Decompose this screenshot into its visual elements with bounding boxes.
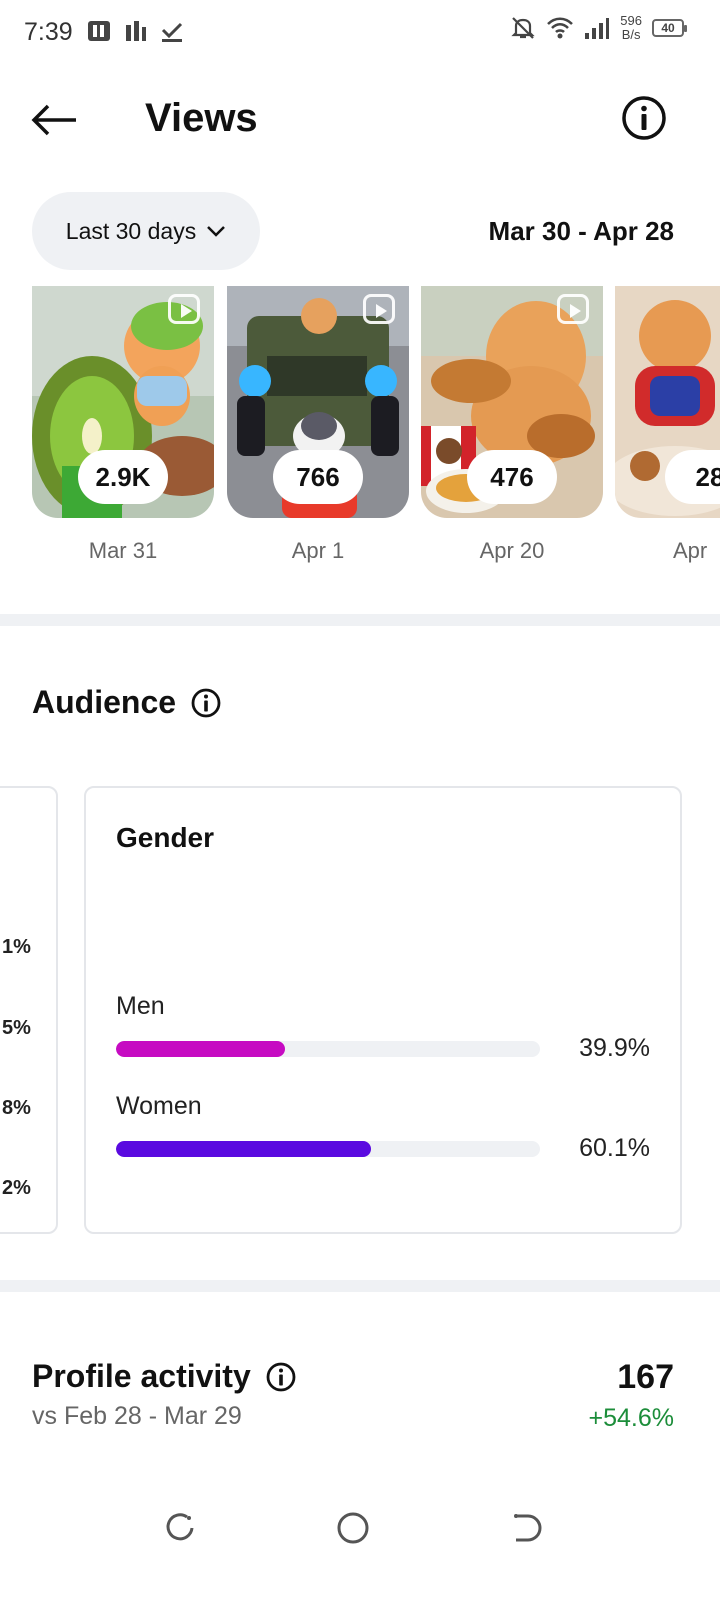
gender-bar-track-women bbox=[116, 1141, 540, 1157]
home-button[interactable] bbox=[329, 1504, 377, 1552]
system-navigation-bar bbox=[0, 1490, 720, 1570]
gender-bar-fill-women bbox=[116, 1141, 371, 1157]
reel-date: Apr 1 bbox=[291, 538, 345, 563]
age-percentage: 8% bbox=[2, 1097, 31, 1119]
reel-view-count: 766 bbox=[273, 450, 363, 504]
status-bar: 7:39 596 B/s 40 bbox=[0, 0, 720, 64]
reel-view-count: 2.9K bbox=[78, 450, 168, 504]
recents-icon bbox=[166, 1513, 194, 1541]
gender-title: Gender bbox=[116, 822, 215, 853]
age-percentage: 5% bbox=[2, 1017, 31, 1039]
age-percentage: 2% bbox=[2, 1177, 31, 1199]
reel-play-icon bbox=[168, 294, 200, 324]
reel-thumbnail[interactable]: 766 bbox=[227, 286, 409, 518]
reel-thumbnail[interactable]: 476 bbox=[421, 286, 603, 518]
reel-play-icon bbox=[363, 294, 395, 324]
back-gesture-icon bbox=[514, 1514, 542, 1542]
battery-level: 40 bbox=[661, 21, 675, 35]
date-range-text: Mar 30 - Apr 28 bbox=[488, 216, 674, 246]
home-icon bbox=[337, 1512, 369, 1544]
wifi-icon bbox=[547, 17, 574, 39]
info-icon[interactable] bbox=[190, 687, 222, 719]
back-arrow-icon bbox=[31, 104, 76, 136]
profile-activity-title: Profile activity bbox=[32, 1358, 251, 1394]
status-right-icons: 596 B/s 40 bbox=[510, 14, 687, 42]
header: Views bbox=[0, 80, 720, 160]
profile-activity-comparison: vs Feb 28 - Mar 29 bbox=[32, 1402, 242, 1430]
back-nav-button[interactable] bbox=[502, 1504, 550, 1552]
info-icon[interactable] bbox=[265, 1361, 297, 1393]
battery-icon: 40 bbox=[652, 19, 687, 37]
audience-title: Audience bbox=[32, 684, 177, 720]
gender-percent-men: 39.9% bbox=[579, 1034, 650, 1062]
gender-label-women: Women bbox=[116, 1092, 202, 1120]
reel-play-icon bbox=[557, 294, 589, 324]
recents-button[interactable] bbox=[156, 1504, 204, 1552]
gender-bar-fill-men bbox=[116, 1041, 286, 1057]
status-time: 7:39 bbox=[24, 18, 73, 46]
reel-date: Mar 31 bbox=[88, 538, 158, 563]
reel-date: Apr 20 bbox=[479, 538, 545, 563]
status-left-icons bbox=[86, 18, 184, 44]
reels-carousel[interactable]: 2.9K Mar 31 766 Apr 1 bbox=[0, 286, 720, 586]
gender-percent-women: 60.1% bbox=[579, 1134, 650, 1162]
section-divider bbox=[0, 614, 720, 626]
age-percentage: 1% bbox=[2, 936, 31, 958]
info-button[interactable] bbox=[620, 94, 668, 142]
network-speed: 596 B/s bbox=[620, 14, 642, 42]
age-card[interactable]: 1% 5% 8% 2% bbox=[0, 786, 58, 1234]
profile-activity-change: +54.6% bbox=[588, 1404, 675, 1432]
reel-item[interactable]: 476 Apr 20 bbox=[421, 286, 603, 564]
date-filter-label: Last 30 days bbox=[65, 217, 197, 244]
bell-off-icon bbox=[511, 17, 535, 39]
download-done-icon bbox=[161, 22, 183, 42]
signal-bars-icon bbox=[126, 21, 146, 41]
network-speed-value: 596 bbox=[620, 13, 642, 28]
gender-bar-track-men bbox=[116, 1041, 540, 1057]
reel-date: Apr bbox=[673, 538, 708, 563]
network-speed-unit: B/s bbox=[621, 27, 641, 42]
date-filter-dropdown[interactable]: Last 30 days bbox=[32, 192, 260, 270]
info-icon bbox=[622, 96, 666, 140]
gender-label-men: Men bbox=[116, 992, 165, 1020]
app-notification-icon bbox=[88, 21, 110, 41]
reel-thumbnail[interactable]: 28 bbox=[615, 286, 720, 518]
reel-item[interactable]: 766 Apr 1 bbox=[227, 286, 409, 564]
chevron-down-icon bbox=[207, 226, 226, 237]
reel-item[interactable]: 28 Apr bbox=[615, 286, 720, 564]
reel-thumbnail[interactable]: 2.9K bbox=[32, 286, 214, 518]
profile-activity-section-title: Profile activity bbox=[32, 1358, 297, 1395]
reel-view-count: 476 bbox=[467, 450, 557, 504]
reel-view-count: 28 bbox=[665, 450, 720, 504]
page-title: Views bbox=[145, 96, 258, 140]
cell-signal-icon bbox=[585, 18, 610, 39]
section-divider bbox=[0, 1280, 720, 1292]
reel-item[interactable]: 2.9K Mar 31 bbox=[32, 286, 214, 564]
back-button[interactable] bbox=[30, 98, 80, 142]
gender-card[interactable]: Gender Men 39.9% Women 60.1% bbox=[84, 786, 682, 1234]
profile-activity-value: 167 bbox=[617, 1358, 674, 1396]
audience-section-title: Audience bbox=[32, 684, 222, 721]
